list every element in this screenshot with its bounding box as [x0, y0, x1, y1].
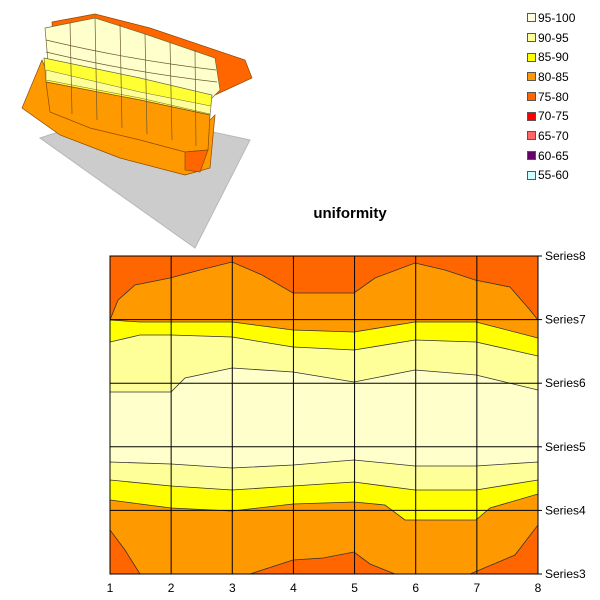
legend-swatch: [527, 92, 536, 102]
x-tick-label: 7: [474, 581, 481, 595]
x-tick-label: 3: [229, 581, 236, 595]
x-tick-label: 6: [412, 581, 419, 595]
legend-item: 65-70: [527, 126, 597, 146]
legend-label: 70-75: [538, 109, 569, 124]
legend-swatch: [527, 131, 536, 141]
x-tick-label: 2: [168, 581, 175, 595]
surface-band-pale: [45, 69, 212, 115]
y-tick-label: Series5: [545, 440, 586, 454]
legend-label: 95-100: [538, 10, 576, 25]
surface-lower-red: [184, 149, 209, 173]
x-tick-label: 5: [351, 581, 358, 595]
legend-item: 85-90: [527, 47, 597, 67]
x-tick-label: 1: [107, 581, 114, 595]
legend-label: 55-60: [538, 168, 569, 183]
legend-label: 85-90: [538, 50, 569, 65]
legend-item: 75-80: [527, 87, 597, 107]
legend-swatch: [527, 111, 536, 121]
legend-item: 80-85: [527, 67, 597, 87]
y-tick-label: Series7: [545, 313, 586, 327]
legend-label: 75-80: [538, 89, 569, 104]
legend-swatch: [527, 13, 536, 23]
x-tick-label: 4: [290, 581, 297, 595]
y-tick-label: Series4: [545, 503, 586, 517]
surface-3d-svg: [21, 13, 253, 249]
y-tick-label: Series6: [545, 376, 586, 390]
legend-label: 90-95: [538, 30, 569, 45]
legend-item: 55-60: [527, 166, 597, 186]
legend-swatch: [527, 170, 536, 180]
y-tick-label: Series3: [545, 567, 586, 581]
legend-item: 95-100: [527, 8, 597, 28]
legend-label: 60-65: [538, 148, 569, 163]
legend-swatch: [527, 33, 536, 43]
legend-label: 80-85: [538, 69, 569, 84]
band-bottom-red-left: [110, 529, 141, 574]
legend-item: 90-95: [527, 28, 597, 48]
y-tick-label: Series8: [545, 249, 586, 263]
y-axis: Series3 Series4 Series5 Series6 Series7 Serie…: [538, 249, 586, 581]
surface-3d-chart: [0, 0, 270, 250]
chart-grid: [110, 256, 538, 574]
x-tick-label: 8: [535, 581, 542, 595]
plot-border: [109, 255, 539, 575]
legend-item: 60-65: [527, 146, 597, 166]
legend-item: 70-75: [527, 106, 597, 126]
legend-swatch: [527, 151, 536, 161]
surface-mesh: [45, 17, 218, 147]
legend-swatch: [527, 52, 536, 62]
chart-title: uniformity: [313, 205, 387, 222]
chart-legend: 95-100 90-95 85-90 80-85 75-80 70-75 65-70 60-6…: [527, 8, 597, 185]
band-bottom-red-right: [469, 524, 538, 574]
legend-swatch: [527, 72, 536, 82]
x-axis: 1 2 3 4 5 6 7 8: [107, 581, 542, 595]
legend-label: 65-70: [538, 128, 569, 143]
plot-area: [110, 256, 538, 574]
